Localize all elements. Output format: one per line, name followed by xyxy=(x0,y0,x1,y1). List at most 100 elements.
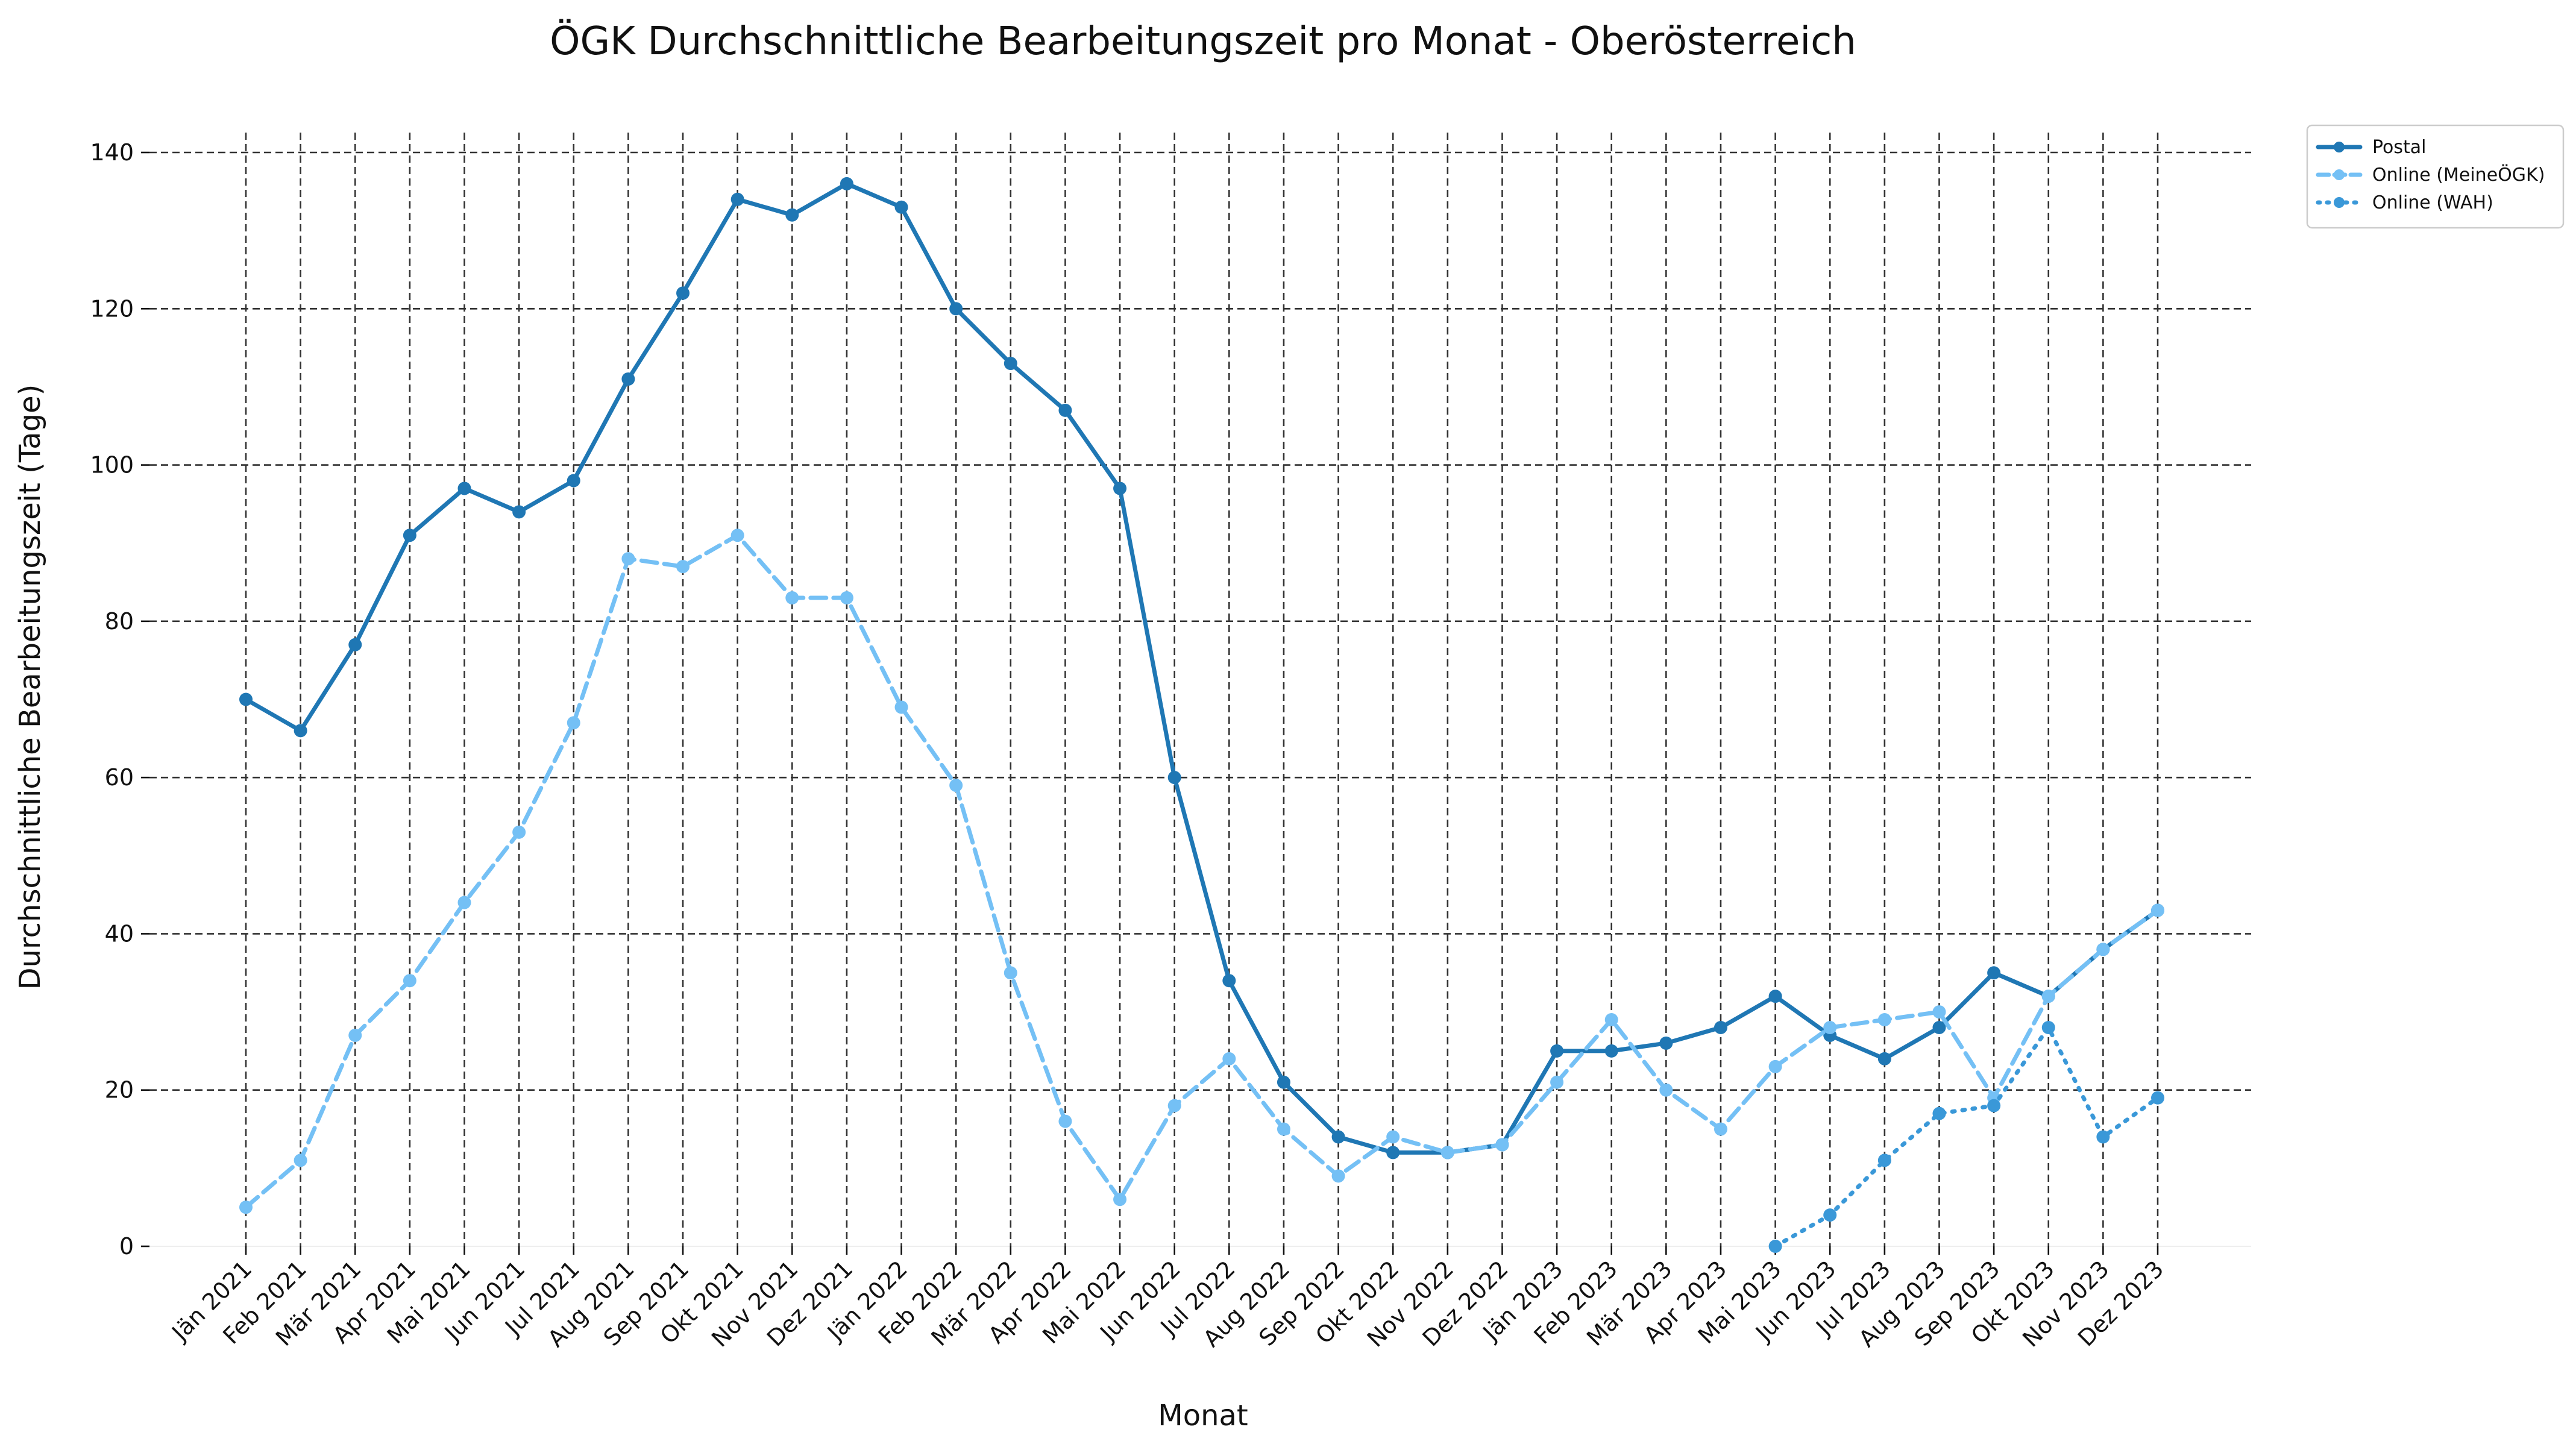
y-axis-label: Durchschnittliche Bearbeitungszeit (Tage… xyxy=(13,384,47,990)
data-point xyxy=(1714,1122,1727,1136)
data-point xyxy=(239,692,253,706)
data-point xyxy=(1167,771,1181,785)
data-point xyxy=(2041,1021,2055,1034)
y-tick-label: 40 xyxy=(105,920,134,947)
data-point xyxy=(1714,1021,1727,1034)
series-2 xyxy=(1768,1021,2164,1253)
series-1 xyxy=(239,529,2164,1214)
data-point xyxy=(1987,966,2001,980)
data-point xyxy=(1004,357,1017,371)
data-point xyxy=(2151,903,2164,917)
data-point xyxy=(840,177,853,190)
data-point xyxy=(894,700,908,714)
data-point xyxy=(1823,1021,1837,1034)
legend: Postal Online (MeineÖGK) Online (WAH) xyxy=(2306,124,2565,229)
series-0 xyxy=(239,177,2164,1160)
legend-box xyxy=(2306,124,2565,229)
y-tick-label: 80 xyxy=(105,608,134,635)
data-point xyxy=(1877,1013,1891,1027)
data-point xyxy=(1440,1146,1454,1160)
data-point xyxy=(1604,1044,1618,1058)
data-point xyxy=(1604,1013,1618,1027)
y-tick-label: 20 xyxy=(105,1077,134,1103)
data-point xyxy=(1550,1075,1564,1089)
data-point xyxy=(1659,1083,1673,1097)
data-point xyxy=(949,779,963,792)
data-point xyxy=(348,1028,362,1042)
series-line xyxy=(243,181,2160,1155)
x-axis-label: Monat xyxy=(1158,1399,1248,1433)
legend-label: Online (WAH) xyxy=(2372,192,2493,213)
data-point xyxy=(1167,1099,1181,1113)
legend-marker xyxy=(2334,142,2345,152)
data-point xyxy=(1386,1130,1400,1144)
legend-label: Online (MeineÖGK) xyxy=(2372,164,2545,186)
data-point xyxy=(676,560,690,574)
grid-lines xyxy=(149,133,2251,1247)
data-point xyxy=(403,529,416,542)
data-point xyxy=(1277,1075,1290,1089)
data-point xyxy=(1932,1005,1946,1019)
data-point xyxy=(457,896,471,909)
data-point xyxy=(1768,1059,1782,1073)
data-point xyxy=(1550,1044,1564,1058)
legend-marker xyxy=(2334,169,2345,180)
data-point xyxy=(567,474,580,488)
data-point xyxy=(840,591,853,604)
data-point xyxy=(1877,1153,1891,1167)
y-tick-label: 60 xyxy=(105,764,134,791)
data-point xyxy=(1222,1052,1236,1066)
data-point xyxy=(512,505,526,519)
data-point xyxy=(1932,1021,1946,1034)
data-point xyxy=(1877,1052,1891,1066)
data-point xyxy=(1768,990,1782,1003)
data-point xyxy=(1768,1240,1782,1253)
data-point xyxy=(621,372,635,386)
legend-item: Online (MeineÖGK) xyxy=(2316,164,2545,186)
data-point xyxy=(1113,1193,1127,1207)
series-line xyxy=(1773,1025,2160,1249)
data-point xyxy=(512,825,526,839)
data-point xyxy=(348,638,362,651)
chart-title: ÖGK Durchschnittliche Bearbeitungszeit p… xyxy=(550,19,1856,64)
data-point xyxy=(2151,1091,2164,1105)
data-point xyxy=(730,192,744,206)
data-point xyxy=(785,591,799,604)
data-series xyxy=(239,177,2164,1253)
data-point xyxy=(730,529,744,542)
data-point xyxy=(1058,1114,1072,1128)
data-point xyxy=(1823,1208,1837,1222)
data-point xyxy=(1004,966,1017,980)
data-point xyxy=(2041,990,2055,1003)
y-tick-label: 100 xyxy=(90,452,134,479)
data-point xyxy=(2096,1130,2110,1144)
data-point xyxy=(1331,1130,1345,1144)
data-point xyxy=(294,724,307,738)
data-point xyxy=(785,208,799,222)
data-point xyxy=(1113,482,1127,495)
legend-item: Online (WAH) xyxy=(2316,192,2493,213)
legend-item: Postal xyxy=(2316,137,2427,158)
y-tick-label: 0 xyxy=(119,1233,134,1260)
data-point xyxy=(1058,403,1072,417)
data-point xyxy=(1987,1099,2001,1113)
data-point xyxy=(1495,1138,1509,1152)
data-point xyxy=(1222,974,1236,988)
data-point xyxy=(621,552,635,566)
data-point xyxy=(949,302,963,316)
data-point xyxy=(1277,1122,1290,1136)
data-point xyxy=(1659,1036,1673,1050)
data-point xyxy=(1386,1146,1400,1160)
data-point xyxy=(403,974,416,988)
legend-label: Postal xyxy=(2372,137,2427,158)
data-point xyxy=(239,1200,253,1214)
data-point xyxy=(676,286,690,300)
data-point xyxy=(294,1153,307,1167)
series-line xyxy=(243,533,2160,1210)
data-point xyxy=(457,482,471,495)
data-point xyxy=(567,716,580,730)
data-point xyxy=(1331,1169,1345,1183)
data-point xyxy=(894,200,908,214)
